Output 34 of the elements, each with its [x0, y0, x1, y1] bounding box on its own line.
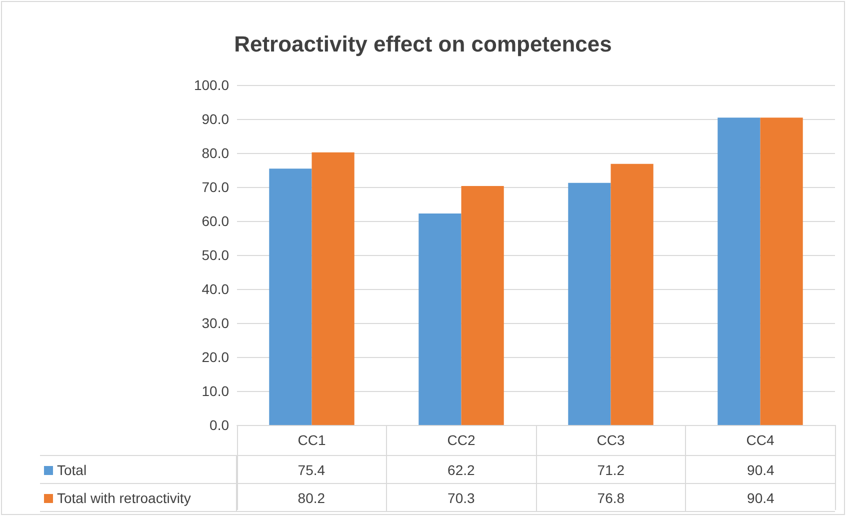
bar: [610, 164, 654, 425]
y-tick-label: 20.0: [202, 349, 230, 365]
bar: [418, 214, 462, 425]
data-label: 90.4: [685, 456, 836, 484]
data-label: 76.8: [536, 484, 686, 512]
x-tick-label: CC2: [447, 432, 476, 448]
y-tick-label: 70.0: [202, 179, 230, 195]
y-tick-label: 0.0: [210, 417, 230, 433]
y-tick-label: 30.0: [202, 315, 230, 331]
y-tick-label: 40.0: [202, 281, 230, 297]
y-tick-label: 50.0: [202, 247, 230, 263]
chart-title: Retroactivity effect on competences: [234, 32, 612, 56]
bar: [760, 118, 803, 425]
data-label: 62.2: [386, 456, 536, 484]
y-tick-label: 90.0: [202, 111, 230, 127]
bar: [312, 152, 354, 425]
bar: [269, 168, 312, 425]
bar: [718, 118, 760, 425]
data-label: 70.3: [386, 484, 536, 512]
y-tick-label: 60.0: [202, 213, 230, 229]
bar: [568, 182, 611, 425]
legend-label: Total: [57, 462, 87, 478]
data-label: 90.4: [685, 484, 836, 512]
data-label: 71.2: [536, 456, 686, 484]
y-tick-label: 100.0: [194, 77, 230, 93]
x-tick-label: CC1: [298, 432, 326, 448]
data-label: 80.2: [236, 484, 386, 512]
x-tick-label: CC3: [596, 432, 625, 448]
data-label: 75.4: [236, 456, 386, 484]
x-tick-label: CC4: [746, 432, 774, 448]
bar: [461, 186, 504, 425]
legend-label: Total with retroactivity: [57, 490, 191, 506]
y-tick-label: 10.0: [202, 383, 230, 399]
y-tick-label: 80.0: [202, 145, 230, 161]
